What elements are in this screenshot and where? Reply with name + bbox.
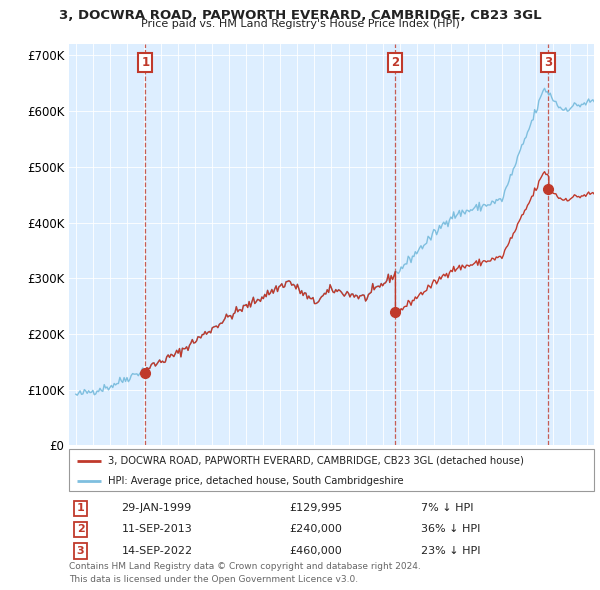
Text: HPI: Average price, detached house, South Cambridgeshire: HPI: Average price, detached house, Sout… [109,476,404,486]
Text: 1: 1 [77,503,85,513]
Text: 7% ↓ HPI: 7% ↓ HPI [421,503,473,513]
Text: £129,995: £129,995 [290,503,343,513]
Text: 11-SEP-2013: 11-SEP-2013 [121,525,192,535]
Text: Contains HM Land Registry data © Crown copyright and database right 2024.: Contains HM Land Registry data © Crown c… [69,562,421,571]
Text: 23% ↓ HPI: 23% ↓ HPI [421,546,480,556]
FancyBboxPatch shape [69,449,594,491]
Text: 36% ↓ HPI: 36% ↓ HPI [421,525,480,535]
Text: 3: 3 [77,546,85,556]
Text: 1: 1 [142,56,149,69]
Text: 14-SEP-2022: 14-SEP-2022 [121,546,193,556]
Text: 2: 2 [391,56,399,69]
Text: This data is licensed under the Open Government Licence v3.0.: This data is licensed under the Open Gov… [69,575,358,584]
Text: 29-JAN-1999: 29-JAN-1999 [121,503,192,513]
Text: 3: 3 [544,56,552,69]
Text: £240,000: £240,000 [290,525,343,535]
Text: 3, DOCWRA ROAD, PAPWORTH EVERARD, CAMBRIDGE, CB23 3GL: 3, DOCWRA ROAD, PAPWORTH EVERARD, CAMBRI… [59,9,541,22]
Text: 3, DOCWRA ROAD, PAPWORTH EVERARD, CAMBRIDGE, CB23 3GL (detached house): 3, DOCWRA ROAD, PAPWORTH EVERARD, CAMBRI… [109,456,524,466]
Text: Price paid vs. HM Land Registry's House Price Index (HPI): Price paid vs. HM Land Registry's House … [140,19,460,30]
Text: 2: 2 [77,525,85,535]
Text: £460,000: £460,000 [290,546,342,556]
